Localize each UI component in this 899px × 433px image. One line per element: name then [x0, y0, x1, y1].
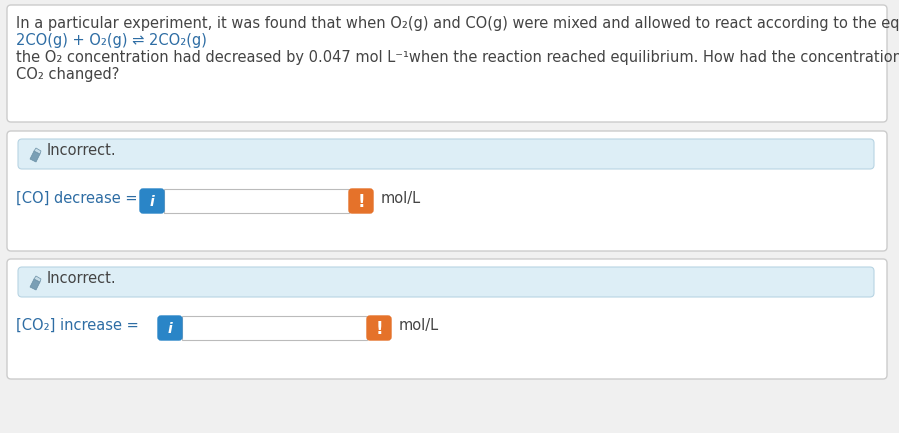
FancyBboxPatch shape: [367, 316, 391, 340]
FancyBboxPatch shape: [349, 189, 373, 213]
Polygon shape: [34, 148, 41, 154]
FancyBboxPatch shape: [18, 267, 874, 297]
FancyBboxPatch shape: [140, 189, 164, 213]
Text: Incorrect.: Incorrect.: [47, 143, 117, 158]
FancyBboxPatch shape: [18, 139, 874, 169]
Text: Incorrect.: Incorrect.: [47, 271, 117, 286]
Text: !: !: [357, 193, 365, 211]
Polygon shape: [30, 151, 40, 162]
FancyBboxPatch shape: [158, 316, 182, 340]
Text: mol/L: mol/L: [399, 318, 439, 333]
Text: [CO₂] increase =: [CO₂] increase =: [16, 318, 138, 333]
FancyBboxPatch shape: [7, 259, 887, 379]
Bar: [164, 189, 349, 213]
FancyBboxPatch shape: [7, 131, 887, 251]
Text: CO₂ changed?: CO₂ changed?: [16, 67, 120, 82]
Text: In a particular experiment, it was found that when O₂(g) and CO(g) were mixed an: In a particular experiment, it was found…: [16, 16, 899, 31]
Text: !: !: [375, 320, 383, 338]
Text: i: i: [167, 322, 173, 336]
Text: the O₂ concentration had decreased by 0.047 mol L⁻¹when the reaction reached equ: the O₂ concentration had decreased by 0.…: [16, 50, 899, 65]
Bar: [182, 316, 367, 340]
Text: i: i: [149, 195, 155, 209]
Text: [CO] decrease =: [CO] decrease =: [16, 191, 138, 206]
Polygon shape: [34, 276, 41, 282]
Polygon shape: [30, 279, 40, 290]
Text: 2CO(g) + O₂(g) ⇌ 2CO₂(g): 2CO(g) + O₂(g) ⇌ 2CO₂(g): [16, 33, 207, 48]
Text: mol/L: mol/L: [381, 191, 421, 206]
FancyBboxPatch shape: [7, 5, 887, 122]
